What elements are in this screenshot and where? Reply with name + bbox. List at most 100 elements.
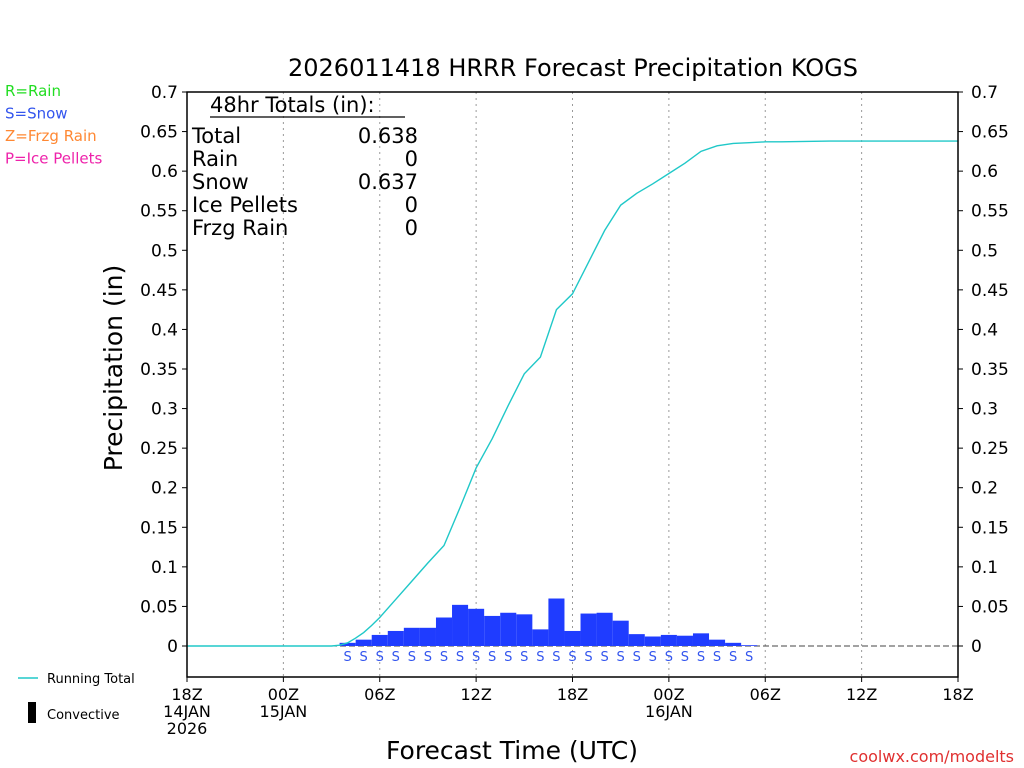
ptype-marker: S <box>665 650 673 665</box>
y-tick-label-right: 0.3 <box>971 400 998 420</box>
y-tick-label-right: 0.5 <box>971 241 998 261</box>
legend-layer: R=Rain S=Snow Z=Frzg Rain P=Ice Pellets Runn… <box>5 82 135 723</box>
precip-bar <box>516 614 533 646</box>
ptype-marker: S <box>617 650 625 665</box>
precip-bar <box>468 608 485 646</box>
y-tick-label-right: 0.25 <box>971 439 1009 459</box>
y-tick-label-right: 0.55 <box>971 202 1009 222</box>
series-legend-label: Convective <box>47 708 120 723</box>
ptype-marker: S <box>584 650 592 665</box>
totals-row-label: Snow <box>192 170 249 194</box>
precip-bar <box>339 642 356 646</box>
x-tick-label: 12Z <box>846 685 877 704</box>
ptype-marker: S <box>681 650 689 665</box>
y-tick-label-right: 0 <box>971 637 982 657</box>
ptype-marker: S <box>520 650 528 665</box>
precip-bar <box>741 645 758 646</box>
y-axis-label: Precipitation (in) <box>99 265 128 472</box>
precip-bar <box>612 620 629 646</box>
totals-row-value: 0.638 <box>358 124 418 148</box>
plot-frame <box>186 91 959 678</box>
ptype-marker: S <box>360 650 368 665</box>
y-tick-label-left: 0.2 <box>151 479 178 499</box>
precip-bar <box>532 629 549 646</box>
ptype-marker: S <box>408 650 416 665</box>
y-tick-label-left: 0.3 <box>151 400 178 420</box>
x-tick-label: 14JAN <box>163 702 211 721</box>
precip-bar <box>371 634 388 646</box>
x-tick-label: 2026 <box>167 719 208 738</box>
ptype-marker: S <box>376 650 384 665</box>
precip-bar <box>660 634 677 646</box>
x-tick-label: 06Z <box>750 685 781 704</box>
precip-bar <box>644 636 661 646</box>
y-tick-label-left: 0.55 <box>140 202 178 222</box>
y-tick-label-left: 0.6 <box>151 162 178 182</box>
ptype-marker: S <box>440 650 448 665</box>
totals-row-value: 0.637 <box>358 170 418 194</box>
ptype-legend-item: Z=Frzg Rain <box>5 127 97 145</box>
ptype-marker: S <box>392 650 400 665</box>
totals-row-value: 0 <box>405 147 418 171</box>
ptype-marker: S <box>504 650 512 665</box>
precip-bar <box>596 612 613 646</box>
y-tick-label-right: 0.7 <box>971 83 998 103</box>
ptype-marker: S <box>343 650 351 665</box>
ptype-marker: S <box>729 650 737 665</box>
ptype-legend-item: R=Rain <box>5 82 61 100</box>
y-tick-label-right: 0.45 <box>971 281 1009 301</box>
x-tick-label: 18Z <box>942 685 973 704</box>
precip-bar <box>692 633 710 646</box>
ptype-marker: S <box>472 650 480 665</box>
y-tick-label-left: 0.65 <box>140 123 178 143</box>
totals-box: 48hr Totals (in): Total 0.638 Rain 0 Snow 0.63… <box>191 93 418 240</box>
precip-bar <box>725 642 742 646</box>
precip-bar <box>419 627 436 646</box>
y-tick-label-left: 0.05 <box>140 597 178 617</box>
totals-row-label: Rain <box>192 147 238 171</box>
x-tick-label: 18Z <box>171 685 202 704</box>
y-tick-label-right: 0.35 <box>971 360 1009 380</box>
precip-bar <box>676 635 693 646</box>
x-tick-label: 18Z <box>557 685 588 704</box>
y-tick-label-left: 0 <box>167 637 178 657</box>
series-legend-label: Running Total <box>47 672 135 687</box>
y-tick-label-left: 0.1 <box>151 558 178 578</box>
x-tick-label: 06Z <box>364 685 395 704</box>
ptype-marker: S <box>424 650 432 665</box>
axis-layer: 0 00.05 0.050.1 0.10.15 0.150.2 0.20.25 0.250.… <box>140 83 1009 738</box>
ptype-legend-item: S=Snow <box>5 105 68 123</box>
precip-bar <box>500 612 517 646</box>
credit-text: coolwx.com/modelts <box>850 747 1014 766</box>
ptype-marker: S <box>568 650 576 665</box>
precip-bar <box>580 613 597 646</box>
ptype-marker: S <box>713 650 721 665</box>
ptype-marker: S <box>552 650 560 665</box>
y-tick-label-right: 0.65 <box>971 123 1009 143</box>
ptype-marker: S <box>697 650 705 665</box>
x-tick-label: 16JAN <box>645 702 693 721</box>
ptype-legend-item: P=Ice Pellets <box>5 150 102 168</box>
ptype-marker: S <box>488 650 496 665</box>
y-tick-label-right: 0.6 <box>971 162 998 182</box>
totals-row-label: Ice Pellets <box>192 193 298 217</box>
y-tick-label-left: 0.35 <box>140 360 178 380</box>
precip-bar <box>387 630 404 646</box>
totals-heading: 48hr Totals (in): <box>210 93 375 117</box>
y-tick-label-left: 0.45 <box>140 281 178 301</box>
ptype-marker: S <box>633 650 641 665</box>
precip-bar <box>452 604 469 646</box>
running-total-line <box>187 140 958 647</box>
grid-layer <box>187 92 958 677</box>
bars-layer <box>339 598 758 646</box>
precip-bar <box>709 639 726 646</box>
y-tick-label-left: 0.15 <box>140 518 178 538</box>
y-tick-label-right: 0.2 <box>971 479 998 499</box>
convective-legend-swatch <box>28 702 36 723</box>
x-tick-label: 15JAN <box>260 702 308 721</box>
totals-row-value: 0 <box>405 216 418 240</box>
totals-row-label: Total <box>191 124 241 148</box>
precip-bar <box>355 639 372 646</box>
